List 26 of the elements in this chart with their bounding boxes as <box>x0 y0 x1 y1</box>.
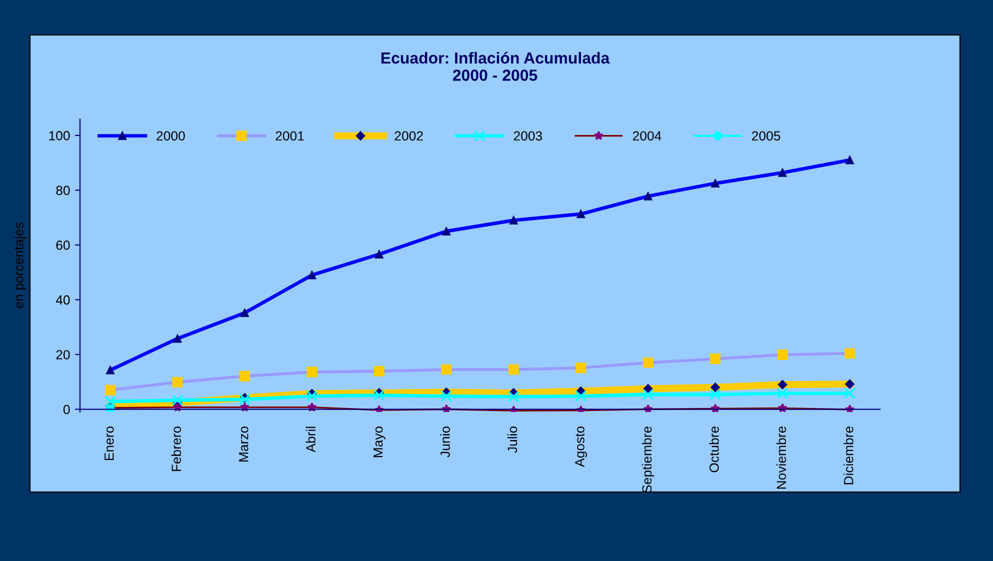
y-tick-label: 60 <box>56 240 70 250</box>
y-tick-label: 0 <box>63 404 70 414</box>
y-axis-title: en porcentajes <box>14 222 26 308</box>
legend-label: 2003 <box>514 131 542 141</box>
legend-label: 2004 <box>632 131 662 141</box>
x-tick-label: Mayo <box>373 426 386 458</box>
y-tick-label: 80 <box>56 186 70 196</box>
x-tick-label: Septiembre <box>642 426 654 493</box>
legend-label: 2000 <box>156 131 185 141</box>
legend-label: 2001 <box>276 131 304 141</box>
y-tick-label: 20 <box>56 350 70 360</box>
x-tick-label: Diciembre <box>844 426 854 484</box>
x-tick-label: Octubre <box>709 426 719 472</box>
y-tick-label: 40 <box>56 295 70 305</box>
x-tick-label: Marzo <box>239 426 248 462</box>
x-tick-label: Julio <box>507 426 518 453</box>
legend-label: 2002 <box>394 131 423 141</box>
x-tick-label: Febrero <box>171 426 182 472</box>
x-tick-label: Enero <box>104 426 114 460</box>
y-tick-label: 100 <box>49 130 70 140</box>
legend-label: 2005 <box>752 131 780 141</box>
x-tick-label: Agosto <box>575 426 587 467</box>
chart-title: Ecuador: Inflación Acumulada 2000 - 2005 <box>381 52 610 81</box>
x-tick-label: Abril <box>306 426 316 452</box>
x-tick-label: Noviembre <box>776 426 786 489</box>
x-tick-label: Junio <box>440 426 450 458</box>
